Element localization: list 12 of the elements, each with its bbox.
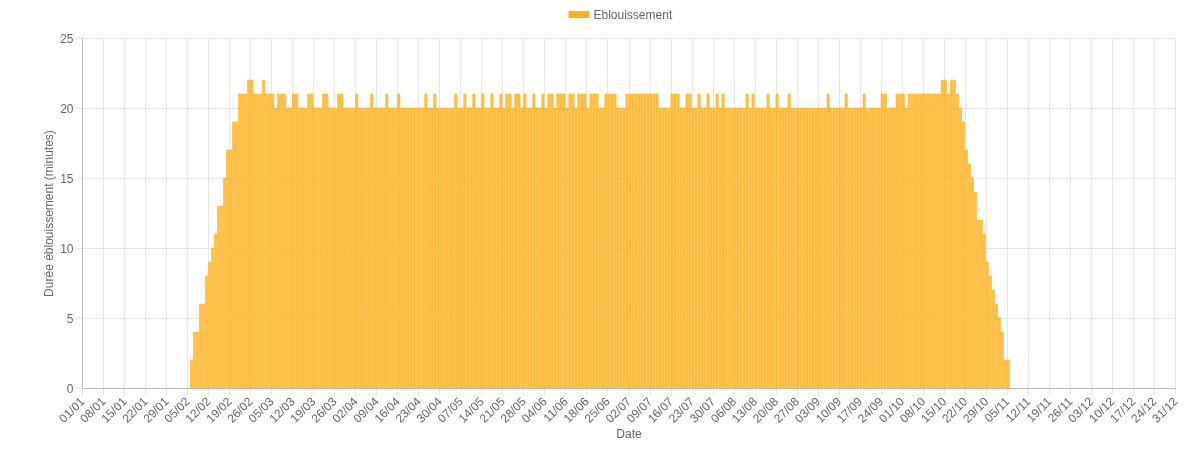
y-tick-label: 20	[60, 101, 74, 116]
y-tick-label: 15	[60, 171, 74, 186]
legend-label: Eblouissement	[593, 7, 673, 22]
y-tick-label: 0	[66, 381, 74, 396]
bar	[199, 303, 203, 389]
bar	[193, 331, 197, 389]
y-tick-label: 25	[60, 31, 74, 46]
y-tick-label: 10	[60, 241, 74, 256]
y-axis-title: Durée éblouissement (minutes)	[42, 130, 57, 297]
x-axis-title: Date	[616, 426, 642, 441]
bar	[1006, 359, 1010, 389]
y-tick-label: 5	[66, 311, 74, 326]
